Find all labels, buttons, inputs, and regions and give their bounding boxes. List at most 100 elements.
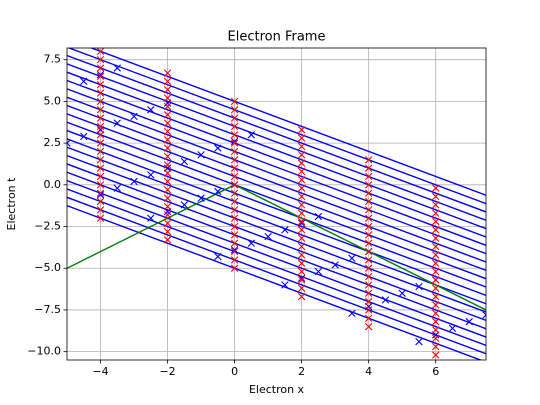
x-marker [364, 189, 373, 197]
y-tick-label: 7.5 [44, 53, 62, 66]
line [67, 48, 486, 205]
line [67, 188, 486, 347]
x-marker [163, 161, 172, 169]
x-marker [364, 206, 373, 214]
x-marker [432, 317, 440, 326]
x-marker [230, 147, 239, 156]
y-tick-label: 2.5 [44, 136, 62, 149]
chart-title: Electron Frame [228, 30, 326, 45]
x-marker [96, 131, 105, 139]
x-tick-label: −4 [92, 365, 108, 378]
x-marker [364, 314, 373, 322]
x-marker [364, 239, 373, 247]
x-marker [214, 187, 222, 196]
x-marker [432, 201, 440, 209]
x-marker [432, 292, 440, 301]
x-marker [364, 197, 373, 206]
x-marker [230, 239, 239, 247]
x-marker [364, 156, 373, 164]
x-marker [96, 122, 105, 131]
x-marker [348, 254, 356, 262]
x-marker [297, 159, 306, 167]
x-marker [230, 97, 239, 106]
x-marker [230, 172, 239, 181]
x-marker [113, 184, 121, 192]
x-marker [465, 317, 473, 326]
x-marker [96, 164, 105, 172]
x-marker [230, 256, 239, 264]
x-marker [432, 217, 440, 226]
x-marker [432, 334, 440, 342]
x-marker [80, 132, 88, 141]
x-marker [297, 242, 306, 251]
x-marker [230, 214, 239, 222]
x-marker [96, 214, 105, 222]
x-marker [432, 209, 440, 217]
x-marker [432, 242, 440, 251]
line [67, 71, 486, 230]
x-marker [247, 239, 256, 247]
x-marker [163, 194, 172, 202]
x-marker [147, 214, 155, 222]
x-marker [96, 81, 105, 89]
x-marker [297, 192, 306, 201]
x-marker [163, 152, 172, 161]
y-tick-label: −5.0 [34, 261, 61, 274]
line [67, 154, 486, 313]
x-marker [163, 136, 172, 144]
x-marker [432, 259, 440, 267]
x-marker [297, 251, 306, 259]
x-marker [163, 86, 172, 94]
line [67, 96, 486, 255]
x-marker [163, 169, 172, 177]
x-marker [96, 106, 105, 114]
x-marker [264, 232, 272, 241]
plot-area [67, 48, 486, 360]
x-marker [297, 167, 306, 176]
line [67, 121, 486, 280]
x-marker [314, 267, 323, 276]
x-tick-label: −2 [159, 365, 175, 378]
x-marker [297, 134, 306, 142]
x-marker [364, 281, 373, 289]
x-marker [348, 309, 356, 317]
x-marker [432, 326, 440, 334]
x-marker [163, 186, 172, 194]
x-marker [364, 164, 373, 172]
line [67, 171, 486, 330]
x-marker [364, 297, 373, 306]
x-marker [331, 261, 339, 269]
x-marker [297, 151, 306, 159]
x-marker [432, 276, 440, 284]
line [67, 113, 486, 271]
x-marker [96, 147, 105, 156]
x-marker [96, 172, 105, 181]
y-tick-label: −2.5 [34, 220, 61, 233]
x-marker [96, 97, 105, 106]
x-marker [96, 114, 105, 122]
x-marker [113, 64, 121, 72]
x-marker [96, 156, 105, 164]
x-marker [364, 247, 373, 256]
line [67, 63, 486, 221]
x-marker [364, 214, 373, 222]
line [67, 196, 486, 355]
y-tick-label: −7.5 [34, 303, 61, 316]
x-marker [364, 272, 373, 281]
x-marker [364, 289, 373, 297]
x-marker [364, 172, 373, 181]
x-marker [163, 227, 172, 236]
line [67, 138, 486, 297]
x-marker [247, 131, 256, 139]
x-marker [432, 226, 440, 234]
x-marker [96, 206, 105, 214]
x-marker [297, 292, 306, 301]
x-marker [432, 342, 440, 351]
x-marker [214, 252, 222, 261]
x-marker [432, 284, 440, 292]
x-marker [96, 72, 105, 81]
x-marker [96, 181, 105, 189]
x-marker [364, 322, 373, 331]
x-marker [297, 234, 306, 242]
